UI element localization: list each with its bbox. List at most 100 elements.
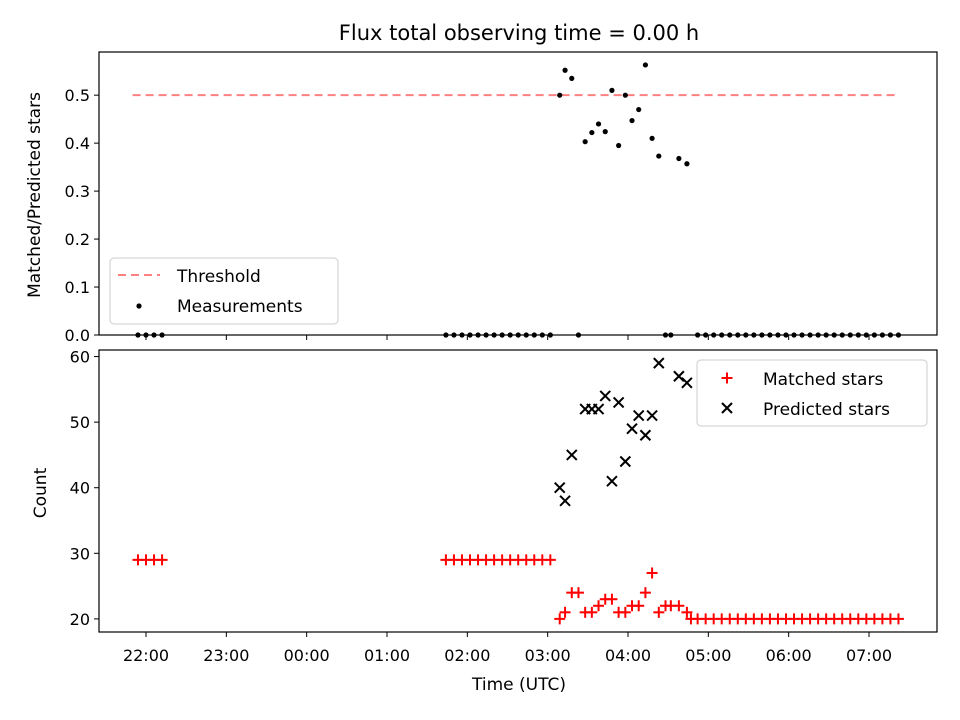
measurement-point (507, 332, 513, 338)
plot-frame (98, 349, 938, 633)
bottom-panel: 20 30 40 50 60 22:00 23:00 00:00 01:00 02:00 03:00… (70, 348, 938, 665)
measurement-point (595, 121, 602, 127)
measurement-point (727, 332, 733, 338)
measurement-point (539, 332, 545, 338)
measurement-point (491, 332, 497, 338)
y-tick-label: 0.4 (65, 134, 90, 153)
matched-star-marker (653, 606, 665, 618)
x-tick-label: 02:00 (444, 646, 490, 665)
measurement-point (467, 332, 473, 338)
measurement-point (475, 332, 481, 338)
matched-star-marker (554, 613, 566, 625)
legend-measurement-label: Measurements (177, 297, 303, 317)
matched-star-marker (544, 554, 556, 566)
x-tick-label: 06:00 (766, 646, 812, 665)
x-tick-label: 23:00 (203, 646, 249, 665)
measurement-point (759, 332, 765, 338)
measurement-point (703, 332, 709, 338)
matched-star-marker (572, 587, 584, 599)
measurement-point (557, 92, 563, 98)
predicted-star-marker (566, 449, 578, 461)
y-tick-label: 40 (70, 479, 90, 498)
matched-star-marker (633, 600, 645, 612)
measurement-point (847, 332, 853, 338)
predicted-star-marker (612, 396, 625, 409)
measurement-point (807, 332, 813, 338)
measurement-point (562, 67, 568, 73)
matched-star-marker (681, 606, 693, 618)
matched-star-marker (646, 567, 658, 579)
measurement-point (871, 332, 877, 338)
legend-predicted-label: Predicted stars (763, 400, 890, 420)
measurement-point (751, 332, 757, 338)
bottom-legend: Matched stars Predicted stars (696, 359, 928, 427)
measurement-point (582, 139, 588, 145)
measurement-point (695, 332, 701, 338)
predicted-star-marker (559, 495, 571, 507)
measurement-point (735, 332, 741, 338)
measurement-point (711, 332, 717, 338)
y-tick-label: 0.0 (65, 326, 90, 345)
x-tick-label: 22:00 (123, 646, 169, 665)
measurement-point (823, 332, 829, 338)
measurement-point (767, 332, 773, 338)
measurement-point (799, 332, 805, 338)
measurement-point (451, 332, 457, 338)
measurement-point (151, 332, 157, 338)
chart-title: Flux total observing time = 0.00 h (339, 21, 699, 45)
predicted-star-marker (673, 370, 685, 382)
matched-star-marker (559, 606, 571, 618)
measurement-point (616, 142, 622, 149)
y-tick-label: 0.5 (65, 86, 90, 105)
measurement-point (887, 332, 894, 338)
measurement-point (483, 332, 489, 338)
matched-star-marker (593, 600, 605, 612)
measurement-point (143, 332, 149, 338)
measurement-point (515, 332, 521, 338)
measurement-point (895, 332, 902, 338)
measurement-point (775, 332, 781, 338)
measurement-point (523, 332, 529, 338)
matched-star-marker (586, 606, 598, 618)
matched-star-marker (606, 593, 618, 605)
measurement-point (684, 161, 690, 167)
y-tick-label: 20 (70, 610, 90, 629)
measurement-point (743, 332, 749, 338)
predicted-star-marker (626, 422, 638, 435)
measurement-point (443, 332, 449, 338)
x-tick-label: 03:00 (525, 646, 571, 665)
measurement-point (815, 332, 821, 338)
y-tick-label: 0.2 (65, 230, 90, 249)
measurement-point (668, 332, 674, 338)
matched-star-marker (673, 600, 685, 612)
data-layer (132, 62, 902, 338)
y-tick-label: 60 (70, 348, 90, 367)
predicted-star-marker (646, 409, 658, 422)
measurement-point (547, 332, 553, 338)
x-tick-label: 01:00 (364, 646, 410, 665)
measurement-point (636, 106, 642, 113)
legend-matched-label: Matched stars (763, 370, 883, 390)
predicted-star-marker (639, 429, 652, 441)
y-tick-label: 50 (70, 413, 90, 432)
legend-box (109, 257, 339, 325)
x-axis-label: Time (UTC) (471, 675, 566, 695)
data-layer (132, 357, 904, 625)
measurement-point (855, 332, 861, 338)
measurement-point (159, 332, 165, 338)
measurement-point (459, 332, 465, 338)
measurement-point (791, 332, 797, 338)
predicted-star-marker (592, 403, 605, 415)
predicted-star-marker (606, 475, 618, 487)
measurement-point (649, 135, 655, 141)
measurement-point (589, 129, 595, 136)
measurement-point (135, 332, 141, 338)
top-panel: 0.0 0.1 0.2 0.3 0.4 0.5 Threshold Measurements (65, 51, 938, 345)
matched-star-marker (892, 613, 904, 625)
measurement-point (863, 332, 869, 338)
measurement-point (656, 153, 662, 159)
legend-threshold-label: Threshold (176, 267, 261, 287)
measurement-point (879, 332, 885, 338)
measurement-point (622, 92, 628, 98)
matched-star-marker (619, 606, 631, 618)
